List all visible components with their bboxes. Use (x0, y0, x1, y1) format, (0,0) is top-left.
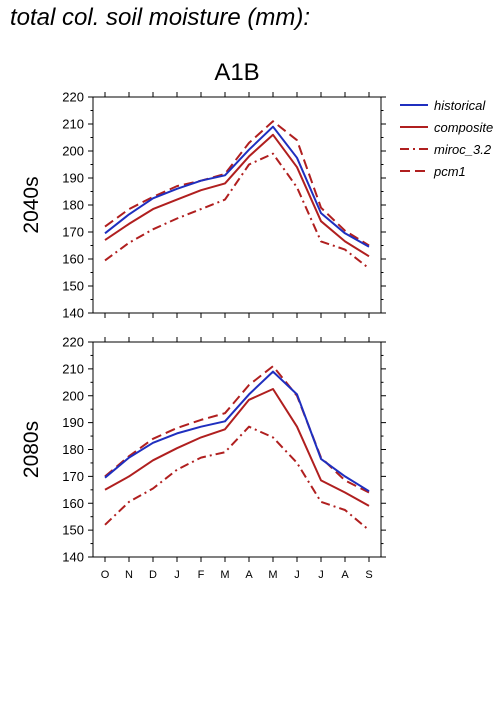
y-axis-label: 2080s (20, 421, 43, 478)
x-tick-label: M (268, 569, 277, 581)
y-tick-label: 150 (62, 279, 84, 294)
series-line-composite (104, 388, 370, 507)
x-tick-label: O (101, 569, 110, 581)
panel-2040s: 140 150 160 170 180 190 200 210 220 2040s (20, 90, 386, 321)
y-tick-label: 180 (62, 442, 84, 457)
x-tick-label: J (294, 569, 300, 581)
x-tick-label: N (125, 569, 133, 581)
y-tick-label: 200 (62, 144, 84, 159)
y-tick-label: 210 (62, 361, 84, 376)
legend-label: miroc_3.2 (434, 142, 492, 157)
x-tick-label: J (318, 569, 324, 581)
y-tick-label: 220 (62, 90, 84, 105)
series-line-composite (104, 133, 370, 258)
plot-frame (92, 341, 382, 558)
y-tick-label: 140 (62, 550, 84, 565)
x-tick-label: A (341, 569, 349, 581)
x-tick-label: D (149, 569, 157, 581)
y-tick-label: 150 (62, 523, 84, 538)
y-tick-label: 170 (62, 469, 84, 484)
y-tick-label: 210 (62, 117, 84, 132)
series-line-miroc_3.2 (104, 425, 370, 531)
y-tick-label: 170 (62, 225, 84, 240)
legend-label: composite (434, 120, 493, 135)
y-tick-label: 200 (62, 388, 84, 403)
legend-label: historical (434, 98, 486, 113)
y-tick-label: 160 (62, 496, 84, 511)
legend-item-historical: historical (400, 98, 486, 113)
series-line-historical (104, 370, 370, 493)
y-tick-label: 140 (62, 306, 84, 321)
series-line-miroc_3.2 (104, 152, 370, 270)
legend-label: pcm1 (433, 164, 466, 179)
series-line-pcm1 (104, 120, 370, 247)
x-tick-label: J (174, 569, 180, 581)
series-line-historical (104, 125, 370, 248)
y-tick-label: 220 (62, 335, 84, 350)
y-tick-label: 190 (62, 171, 84, 186)
legend-item-pcm1: pcm1 (400, 164, 466, 179)
y-tick-label: 160 (62, 252, 84, 267)
x-tick-label: F (198, 569, 205, 581)
chart-title: A1B (214, 59, 259, 86)
x-tick-label: A (245, 569, 253, 581)
panel-2080s: 140 150 160 170 180 190 200 210 220 O N D J F M A M J J A S 2… (20, 335, 386, 581)
page-title: total col. soil moisture (mm): (10, 4, 311, 31)
legend-item-miroc_3.2: miroc_3.2 (400, 142, 492, 157)
y-axis-label: 2040s (20, 176, 43, 233)
legend-item-composite: composite (400, 120, 493, 135)
x-tick-label: M (220, 569, 229, 581)
x-tick-label: S (365, 569, 372, 581)
legend: historical composite miroc_3.2 pcm1 (400, 98, 493, 179)
y-tick-label: 180 (62, 198, 84, 213)
series-line-pcm1 (104, 365, 370, 494)
y-tick-label: 190 (62, 415, 84, 430)
